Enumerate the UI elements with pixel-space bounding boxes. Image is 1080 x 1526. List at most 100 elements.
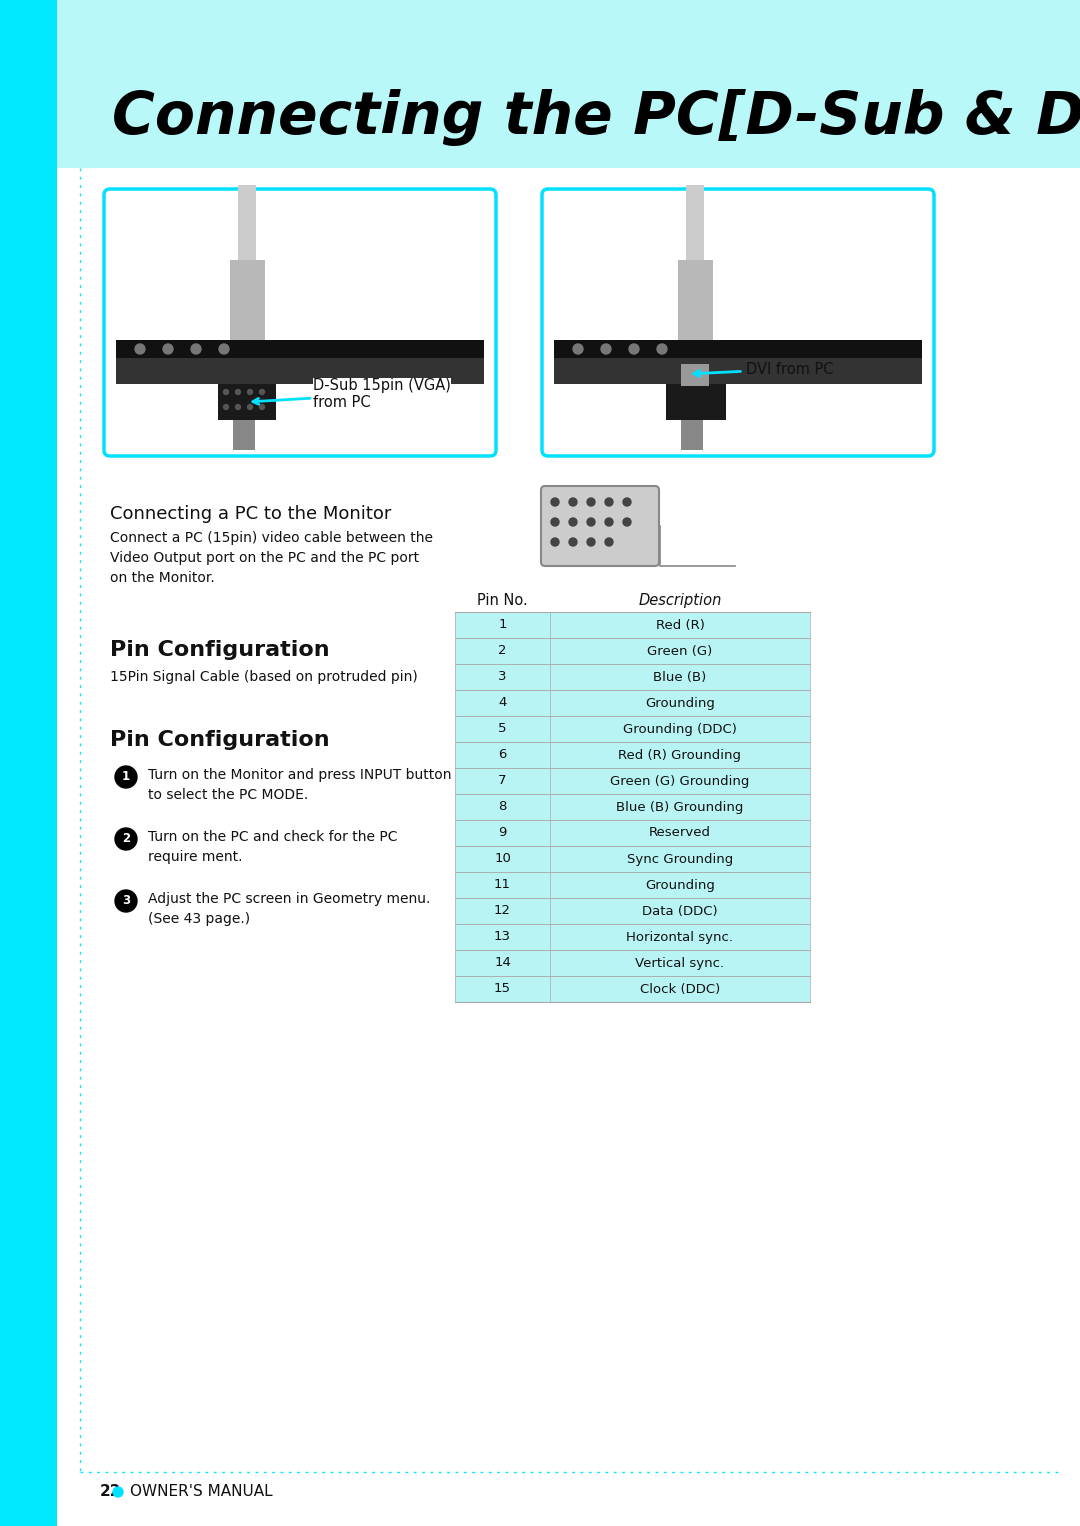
Circle shape <box>259 404 265 409</box>
Text: 13: 13 <box>494 931 511 943</box>
Circle shape <box>114 829 137 850</box>
Text: 2: 2 <box>498 644 507 658</box>
Text: 4: 4 <box>498 696 507 710</box>
Bar <box>455 690 810 716</box>
Circle shape <box>247 404 253 409</box>
Text: Connecting a PC to the Monitor: Connecting a PC to the Monitor <box>110 505 391 523</box>
Text: 15: 15 <box>494 983 511 995</box>
Text: Turn on the PC and check for the PC
require ment.: Turn on the PC and check for the PC requ… <box>148 830 397 864</box>
Circle shape <box>569 517 577 526</box>
Text: 3: 3 <box>498 670 507 684</box>
Text: Blue (B) Grounding: Blue (B) Grounding <box>617 801 744 813</box>
FancyBboxPatch shape <box>542 189 934 456</box>
Circle shape <box>605 539 613 546</box>
Circle shape <box>569 497 577 507</box>
Circle shape <box>600 343 611 354</box>
Bar <box>683 343 708 363</box>
Circle shape <box>224 389 229 395</box>
Circle shape <box>623 517 631 526</box>
Text: OWNER'S MANUAL: OWNER'S MANUAL <box>130 1485 272 1500</box>
Text: Data (DDC): Data (DDC) <box>643 905 718 917</box>
Text: 9: 9 <box>498 827 507 839</box>
Text: Blue (B): Blue (B) <box>653 670 706 684</box>
Text: Connecting the PC[D-Sub & DVI]: Connecting the PC[D-Sub & DVI] <box>112 90 1080 146</box>
Text: 8: 8 <box>498 801 507 813</box>
Circle shape <box>623 497 631 507</box>
Circle shape <box>259 389 265 395</box>
Text: 1: 1 <box>498 618 507 632</box>
Bar <box>455 897 810 925</box>
Circle shape <box>224 404 229 409</box>
Text: 12: 12 <box>494 905 511 917</box>
Bar <box>0 0 57 1526</box>
Bar <box>455 845 810 871</box>
Bar <box>455 871 810 897</box>
Text: 1: 1 <box>122 771 130 783</box>
Circle shape <box>573 343 583 354</box>
Text: Reserved: Reserved <box>649 827 711 839</box>
Bar <box>455 794 810 819</box>
Bar <box>455 742 810 768</box>
Circle shape <box>569 539 577 546</box>
Circle shape <box>219 343 229 354</box>
Bar <box>455 716 810 742</box>
Text: 10: 10 <box>494 853 511 865</box>
Text: Red (R) Grounding: Red (R) Grounding <box>619 748 742 761</box>
Text: Grounding: Grounding <box>645 879 715 891</box>
Circle shape <box>605 497 613 507</box>
Text: Description: Description <box>638 594 721 607</box>
FancyBboxPatch shape <box>104 189 496 456</box>
Text: Horizontal sync.: Horizontal sync. <box>626 931 733 943</box>
Bar <box>238 185 256 266</box>
Bar <box>455 768 810 794</box>
Bar <box>678 259 713 345</box>
Text: Pin No.: Pin No. <box>477 594 528 607</box>
Text: Adjust the PC screen in Geometry menu.
(See 43 page.): Adjust the PC screen in Geometry menu. (… <box>148 893 430 926</box>
Circle shape <box>551 497 559 507</box>
Circle shape <box>135 343 145 354</box>
Circle shape <box>629 343 639 354</box>
Bar <box>681 365 708 386</box>
Bar <box>455 925 810 951</box>
Bar <box>235 343 260 363</box>
Text: Green (G) Grounding: Green (G) Grounding <box>610 775 750 787</box>
Circle shape <box>235 404 241 409</box>
Bar <box>57 0 1080 168</box>
Text: 2: 2 <box>122 833 130 845</box>
Text: 3: 3 <box>122 894 130 908</box>
Bar <box>681 420 703 450</box>
Text: Vertical sync.: Vertical sync. <box>635 957 725 969</box>
Text: Sync Grounding: Sync Grounding <box>626 853 733 865</box>
Text: 22: 22 <box>100 1485 121 1500</box>
Bar <box>455 819 810 845</box>
Bar <box>455 638 810 664</box>
Text: Pin Configuration: Pin Configuration <box>110 639 329 661</box>
Text: Grounding (DDC): Grounding (DDC) <box>623 722 737 736</box>
Circle shape <box>113 1486 123 1497</box>
Text: Clock (DDC): Clock (DDC) <box>639 983 720 995</box>
Bar <box>218 385 276 420</box>
Bar <box>233 420 255 450</box>
Bar <box>116 340 484 359</box>
Text: DVI from PC: DVI from PC <box>693 362 834 377</box>
Bar <box>455 951 810 977</box>
Bar <box>686 185 704 266</box>
Text: D-Sub 15pin (VGA)
from PC: D-Sub 15pin (VGA) from PC <box>253 378 450 410</box>
Bar <box>455 977 810 1003</box>
Circle shape <box>605 517 613 526</box>
Circle shape <box>247 389 253 395</box>
FancyBboxPatch shape <box>541 485 659 566</box>
Circle shape <box>551 539 559 546</box>
Circle shape <box>235 389 241 395</box>
Bar <box>455 664 810 690</box>
Text: Red (R): Red (R) <box>656 618 704 632</box>
Text: Green (G): Green (G) <box>647 644 713 658</box>
Bar <box>554 340 922 359</box>
Bar <box>116 359 484 385</box>
Text: 5: 5 <box>498 722 507 736</box>
Text: Connect a PC (15pin) video cable between the
Video Output port on the PC and the: Connect a PC (15pin) video cable between… <box>110 531 433 584</box>
Circle shape <box>551 517 559 526</box>
Circle shape <box>588 539 595 546</box>
Bar <box>554 359 922 385</box>
Text: 7: 7 <box>498 775 507 787</box>
